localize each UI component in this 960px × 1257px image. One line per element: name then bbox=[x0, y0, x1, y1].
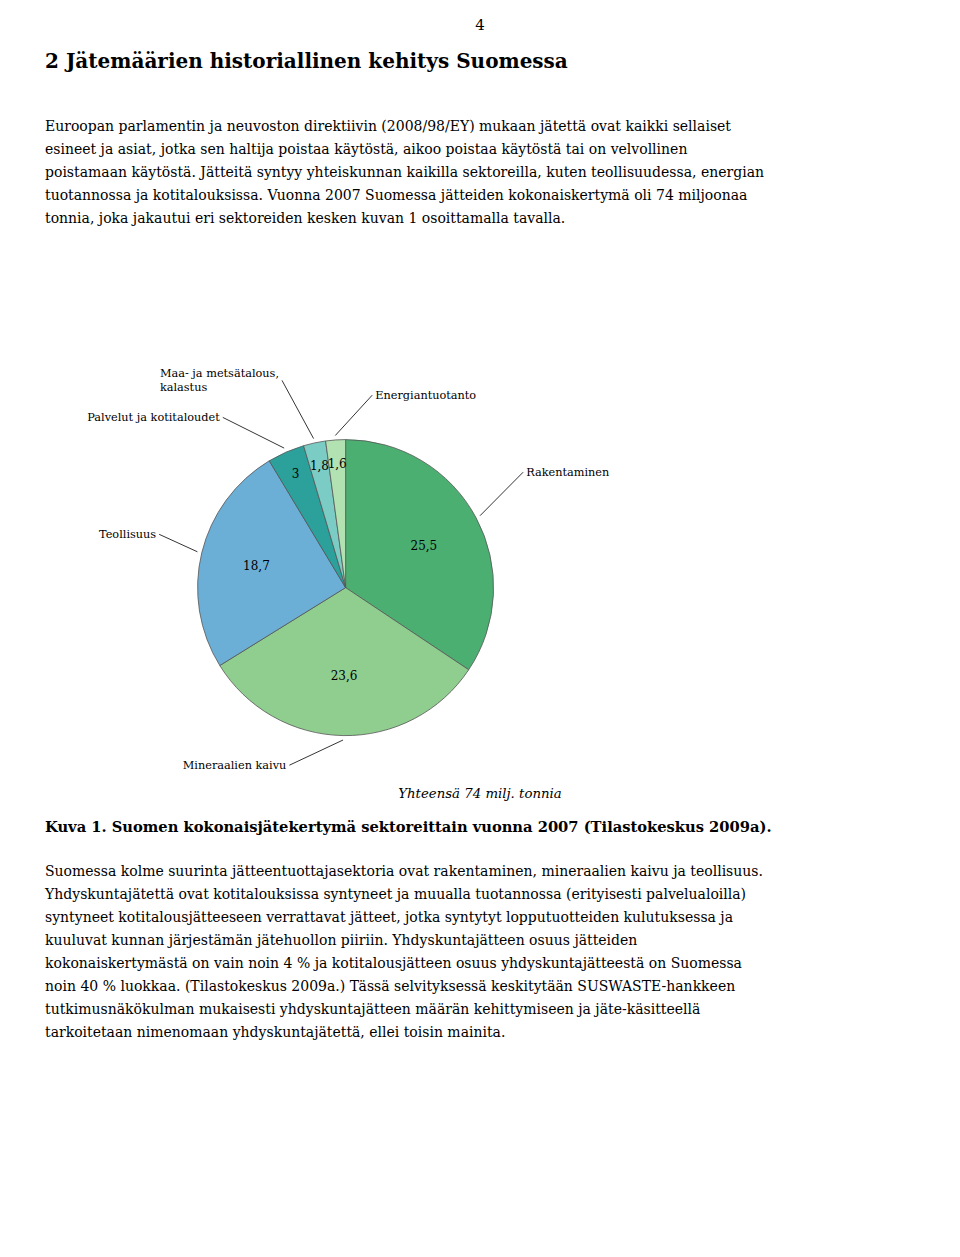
category-label: Mineraalien kaivu bbox=[183, 759, 287, 772]
paragraph-line: Yhdyskuntajätettä ovat kotitalouksissa s… bbox=[44, 886, 746, 902]
caption: Kuva 1. Suomen kokonaisjätekertymä sekto… bbox=[45, 818, 772, 835]
category-label-line: Palvelut ja kotitaloudet bbox=[87, 411, 220, 424]
page: 4 2 Jätemäärien historiallinen kehitys Su… bbox=[0, 0, 960, 1257]
chart-subtitle: Yhteensä 74 milj. tonnia bbox=[398, 786, 562, 801]
category-label-line: Energiantuotanto bbox=[375, 389, 476, 402]
data-label: 1,6 bbox=[328, 457, 347, 471]
paragraph-line: Euroopan parlamentin ja neuvoston direkt… bbox=[45, 118, 731, 134]
page-number: 4 bbox=[475, 16, 485, 34]
leader-line bbox=[289, 740, 343, 765]
paragraph-line: tonnia, joka jakautui eri sektoreiden ke… bbox=[45, 210, 565, 226]
category-label-line: Teollisuus bbox=[99, 528, 156, 541]
data-label: 25,5 bbox=[411, 539, 438, 553]
category-label: Maa- ja metsätalous,kalastus bbox=[160, 367, 279, 394]
paragraph-line: kuuluvat kunnan järjestämän jätehuollon … bbox=[45, 932, 637, 948]
heading: 2 Jätemäärien historiallinen kehitys Suo… bbox=[45, 49, 568, 73]
paragraph-line: syntyneet kotitalousjätteeseen verrattav… bbox=[45, 909, 733, 925]
data-label: 1,8 bbox=[310, 459, 329, 473]
paragraph-line: Suomessa kolme suurinta jätteentuottajas… bbox=[45, 863, 763, 879]
pie bbox=[198, 440, 494, 736]
data-label: 18,7 bbox=[243, 559, 270, 573]
paragraph-line: tarkoitetaan nimenomaan yhdyskuntajätett… bbox=[45, 1024, 505, 1040]
page-background bbox=[0, 0, 960, 1257]
leader-line bbox=[480, 472, 523, 516]
paragraph-line: poistamaan käytöstä. Jätteitä syntyy yht… bbox=[45, 164, 764, 180]
paragraph-line: noin 40 % luokkaa. (Tilastokeskus 2009a.… bbox=[45, 978, 735, 994]
paragraph-line: kokonaiskertymästä on vain noin 4 % ja k… bbox=[45, 955, 742, 971]
paragraph-line: tuotannossa ja kotitalouksissa. Vuonna 2… bbox=[45, 187, 747, 203]
category-label: Energiantuotanto bbox=[375, 389, 476, 402]
caption-text: Suomen kokonaisjätekertymä sektoreittain… bbox=[107, 818, 772, 835]
caption-label: Kuva 1. bbox=[45, 818, 107, 835]
data-label: 23,6 bbox=[331, 669, 358, 683]
category-label-line: Rakentaminen bbox=[526, 466, 609, 479]
leader-line bbox=[159, 534, 197, 551]
paragraph-line: tutkimusnäkökulman mukaisesti yhdyskunta… bbox=[45, 1001, 700, 1017]
category-label-line: kalastus bbox=[160, 381, 208, 394]
paragraph-line: esineet ja asiat, jotka sen haltija pois… bbox=[45, 141, 687, 157]
leader-line bbox=[335, 395, 372, 435]
category-label-line: Maa- ja metsätalous, bbox=[160, 367, 279, 380]
data-label: 3 bbox=[292, 467, 300, 481]
category-label: Rakentaminen bbox=[526, 466, 609, 479]
leader-line bbox=[223, 417, 284, 448]
category-label: Palvelut ja kotitaloudet bbox=[87, 411, 220, 424]
leader-line bbox=[282, 380, 314, 438]
category-label: Teollisuus bbox=[99, 528, 156, 541]
category-label-line: Mineraalien kaivu bbox=[183, 759, 287, 772]
